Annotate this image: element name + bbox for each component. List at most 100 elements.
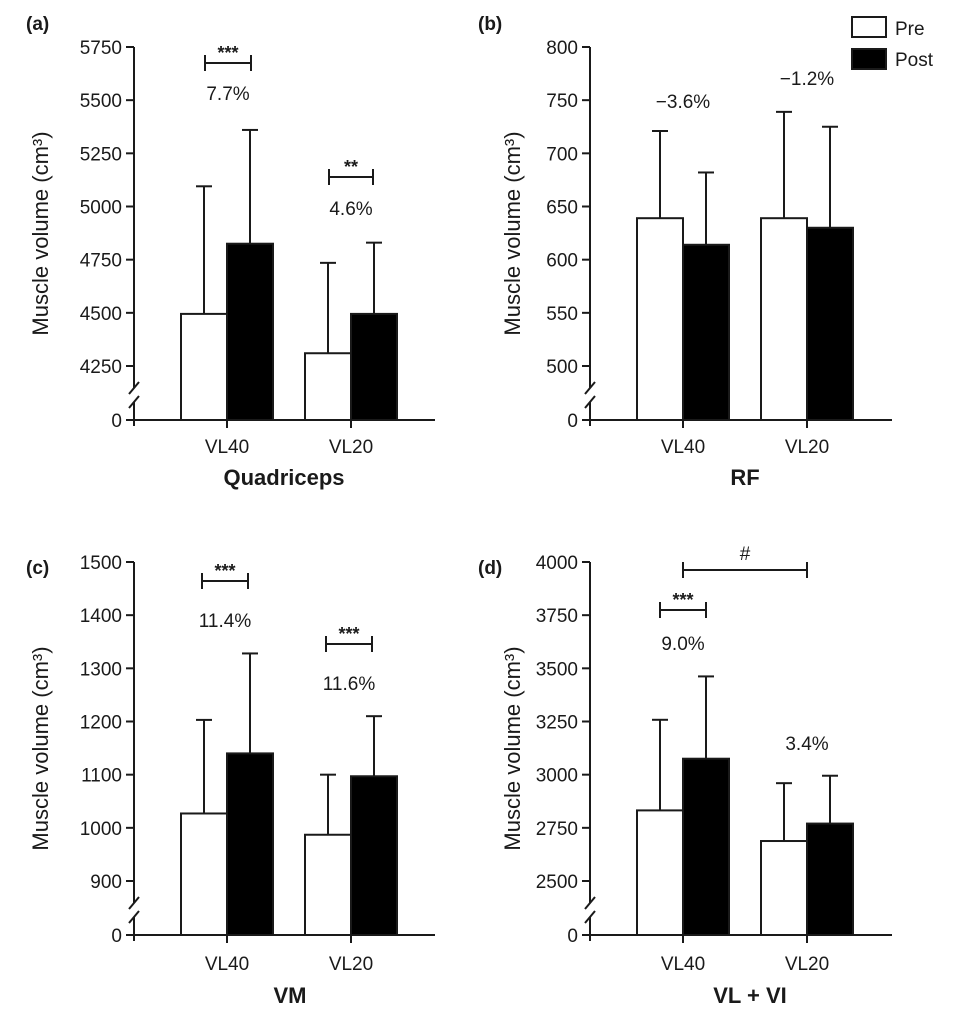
panel-letter: (b) <box>478 14 502 35</box>
y-tick-label: 1100 <box>81 766 122 787</box>
axis-break-mark-upper <box>128 381 140 395</box>
y-tick-label: 500 <box>546 357 578 378</box>
legend-label-pre: Pre <box>895 19 925 40</box>
y-tick-label: 1000 <box>80 819 122 840</box>
panel-letter: (d) <box>478 558 502 579</box>
y-axis-title: Muscle volume (cm³) <box>500 646 525 850</box>
bar-post-vl20 <box>806 226 854 421</box>
x-tick-label: VL20 <box>785 954 829 975</box>
percent-change-label: 9.0% <box>661 634 704 655</box>
axis-break-mark-lower <box>128 910 140 924</box>
y-axis-title: Muscle volume (cm³) <box>28 646 53 850</box>
y-axis-title: Muscle volume (cm³) <box>500 131 525 335</box>
percent-change-label: −3.6% <box>656 92 711 113</box>
y-tick-label: 4500 <box>80 304 122 325</box>
panel-d-vl-vi: 0 2500 2750 3000 3250 3500 3750 4000 VL40 VL20 (d)… <box>478 544 892 1008</box>
significance-stars: ** <box>344 157 358 177</box>
panel-c-vm: 0 900 1000 1100 1200 1300 1400 1500 VL40 VL20 (c) V… <box>26 553 435 1008</box>
percent-change-label: 7.7% <box>206 84 249 105</box>
y-tick-label: 750 <box>546 91 578 112</box>
percent-change-label: −1.2% <box>780 69 835 90</box>
y-axis-title: Muscle volume (cm³) <box>28 131 53 335</box>
bar-post-vl40 <box>682 757 730 937</box>
y-tick-label: 0 <box>567 926 578 947</box>
y-tick-label: 650 <box>546 198 578 219</box>
panel-b-rf: 0 500 550 600 650 700 750 800 VL40 VL20 (b) RF Muscl… <box>478 14 892 490</box>
y-tick-label: 0 <box>567 411 578 432</box>
y-tick-label: 1400 <box>80 606 122 627</box>
axis-break-mark-upper <box>128 896 140 910</box>
y-tick-label: 5000 <box>80 198 122 219</box>
y-tick-label: 2750 <box>536 819 578 840</box>
y-tick-label: 1500 <box>80 553 122 574</box>
axis-break-mark-lower <box>584 395 596 409</box>
y-tick-label: 5500 <box>80 91 122 112</box>
bar-pre-vl20 <box>760 217 808 421</box>
bar-pre-vl20 <box>304 833 352 936</box>
x-tick-label: VL40 <box>661 437 705 458</box>
y-tick-label: 3250 <box>536 713 578 734</box>
panel-a-quadriceps: 0 4250 4500 4750 5000 5250 5500 5750 VL40 VL20 (a)… <box>26 14 435 490</box>
y-tick-label: 0 <box>111 926 122 947</box>
y-tick-label: 4250 <box>80 357 122 378</box>
bar-post-vl20 <box>806 822 854 937</box>
percent-change-label: 11.4% <box>199 611 252 632</box>
percent-change-label: 3.4% <box>785 734 828 755</box>
y-tick-label: 550 <box>546 304 578 325</box>
bar-post-vl40 <box>226 752 274 937</box>
x-axis-title: RF <box>730 465 759 490</box>
y-tick-label: 1200 <box>80 713 122 734</box>
y-tick-label: 0 <box>111 411 122 432</box>
significance-stars: *** <box>217 43 238 63</box>
x-axis-title: Quadriceps <box>223 465 344 490</box>
bar-pre-vl20 <box>304 352 352 421</box>
between-group-symbol: # <box>740 544 751 565</box>
x-tick-label: VL20 <box>329 954 373 975</box>
bar-post-vl20 <box>350 312 398 421</box>
percent-change-label: 4.6% <box>329 199 372 220</box>
bar-pre-vl20 <box>760 840 808 937</box>
y-tick-label: 4000 <box>536 553 578 574</box>
significance-stars: *** <box>214 561 235 581</box>
y-tick-label: 3500 <box>536 659 578 680</box>
x-axis-title: VL + VI <box>713 983 787 1008</box>
y-tick-label: 700 <box>546 144 578 165</box>
bar-pre-vl40 <box>180 812 228 936</box>
percent-change-label: 11.6% <box>323 674 376 695</box>
x-tick-label: VL40 <box>661 954 705 975</box>
x-tick-label: VL20 <box>785 437 829 458</box>
legend: Pre Post <box>851 16 934 71</box>
y-tick-label: 5750 <box>80 38 122 59</box>
axis-break-mark-lower <box>128 395 140 409</box>
bar-pre-vl40 <box>636 809 684 936</box>
bar-post-vl40 <box>226 242 274 421</box>
x-axis-title: VM <box>274 983 307 1008</box>
legend-label-post: Post <box>895 50 934 71</box>
panel-letter: (a) <box>26 14 49 35</box>
y-tick-label: 3000 <box>536 766 578 787</box>
axis-break-mark-upper <box>584 896 596 910</box>
y-tick-label: 900 <box>90 872 122 893</box>
significance-stars: *** <box>672 590 693 610</box>
x-tick-label: VL40 <box>205 954 249 975</box>
axis-break-mark-lower <box>584 910 596 924</box>
y-tick-label: 600 <box>546 251 578 272</box>
x-tick-label: VL40 <box>205 437 249 458</box>
legend-swatch-post <box>851 48 887 70</box>
bar-post-vl40 <box>682 243 730 421</box>
y-tick-label: 800 <box>546 38 578 59</box>
bar-pre-vl40 <box>636 217 684 421</box>
y-tick-label: 5250 <box>80 144 122 165</box>
legend-swatch-pre <box>851 16 887 38</box>
panel-letter: (c) <box>26 558 49 579</box>
y-tick-label: 3750 <box>536 606 578 627</box>
y-tick-label: 1300 <box>80 659 122 680</box>
bar-pre-vl40 <box>180 312 228 421</box>
x-tick-label: VL20 <box>329 437 373 458</box>
significance-stars: *** <box>338 624 359 644</box>
axis-break-mark-upper <box>584 381 596 395</box>
bar-post-vl20 <box>350 775 398 936</box>
y-tick-label: 4750 <box>80 251 122 272</box>
y-tick-label: 2500 <box>536 872 578 893</box>
